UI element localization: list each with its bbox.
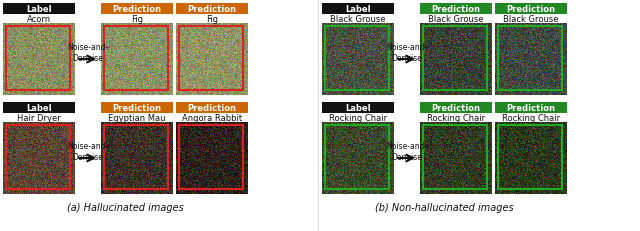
Bar [498, 125, 562, 189]
Text: Noise-and-
Denoise: Noise-and- Denoise [387, 141, 428, 161]
Text: Rocking Chair: Rocking Chair [427, 114, 485, 123]
Bar [498, 27, 562, 91]
Text: Prediction: Prediction [188, 5, 237, 14]
Text: Prediction: Prediction [431, 5, 481, 14]
Bar [420, 4, 492, 15]
Bar [6, 27, 70, 91]
Text: Prediction: Prediction [506, 103, 556, 112]
Text: Rocking Chair: Rocking Chair [502, 114, 560, 123]
Bar [101, 103, 173, 113]
Text: Black Grouse: Black Grouse [330, 15, 386, 24]
Text: Acorn: Acorn [27, 15, 51, 24]
Text: Prediction: Prediction [431, 103, 481, 112]
Text: Hair Dryer: Hair Dryer [17, 114, 61, 123]
Bar [176, 103, 248, 113]
Text: (b) Non-hallucinated images: (b) Non-hallucinated images [375, 202, 514, 212]
Bar [101, 4, 173, 15]
Bar [495, 103, 567, 113]
Text: Black Grouse: Black Grouse [503, 15, 559, 24]
Text: Label: Label [345, 5, 371, 14]
Bar [325, 125, 389, 189]
Text: Black Grouse: Black Grouse [428, 15, 484, 24]
Text: Prediction: Prediction [113, 103, 161, 112]
Text: Angora Rabbit: Angora Rabbit [182, 114, 242, 123]
Bar [325, 27, 389, 91]
Text: Prediction: Prediction [188, 103, 237, 112]
Text: Label: Label [26, 5, 52, 14]
Bar [176, 4, 248, 15]
Bar [104, 125, 168, 189]
Bar [179, 27, 243, 91]
Text: Rocking Chair: Rocking Chair [329, 114, 387, 123]
Bar [423, 27, 487, 91]
Bar [322, 103, 394, 113]
Text: Prediction: Prediction [113, 5, 161, 14]
Bar [322, 4, 394, 15]
Bar [3, 4, 75, 15]
Text: Noise-and-
Denoise: Noise-and- Denoise [387, 43, 428, 63]
Bar [495, 4, 567, 15]
Text: Noise-and-
Denoise: Noise-and- Denoise [67, 43, 109, 63]
Text: Prediction: Prediction [506, 5, 556, 14]
Text: Noise-and-
Denoise: Noise-and- Denoise [67, 141, 109, 161]
Text: Fig: Fig [131, 15, 143, 24]
Bar [423, 125, 487, 189]
Text: Fig: Fig [206, 15, 218, 24]
Bar [6, 125, 70, 189]
Bar [104, 27, 168, 91]
Bar [420, 103, 492, 113]
Text: Egyptian Mau: Egyptian Mau [108, 114, 166, 123]
Text: (a) Hallucinated images: (a) Hallucinated images [67, 202, 184, 212]
Text: Label: Label [26, 103, 52, 112]
Bar [179, 125, 243, 189]
Text: Label: Label [345, 103, 371, 112]
Bar [3, 103, 75, 113]
